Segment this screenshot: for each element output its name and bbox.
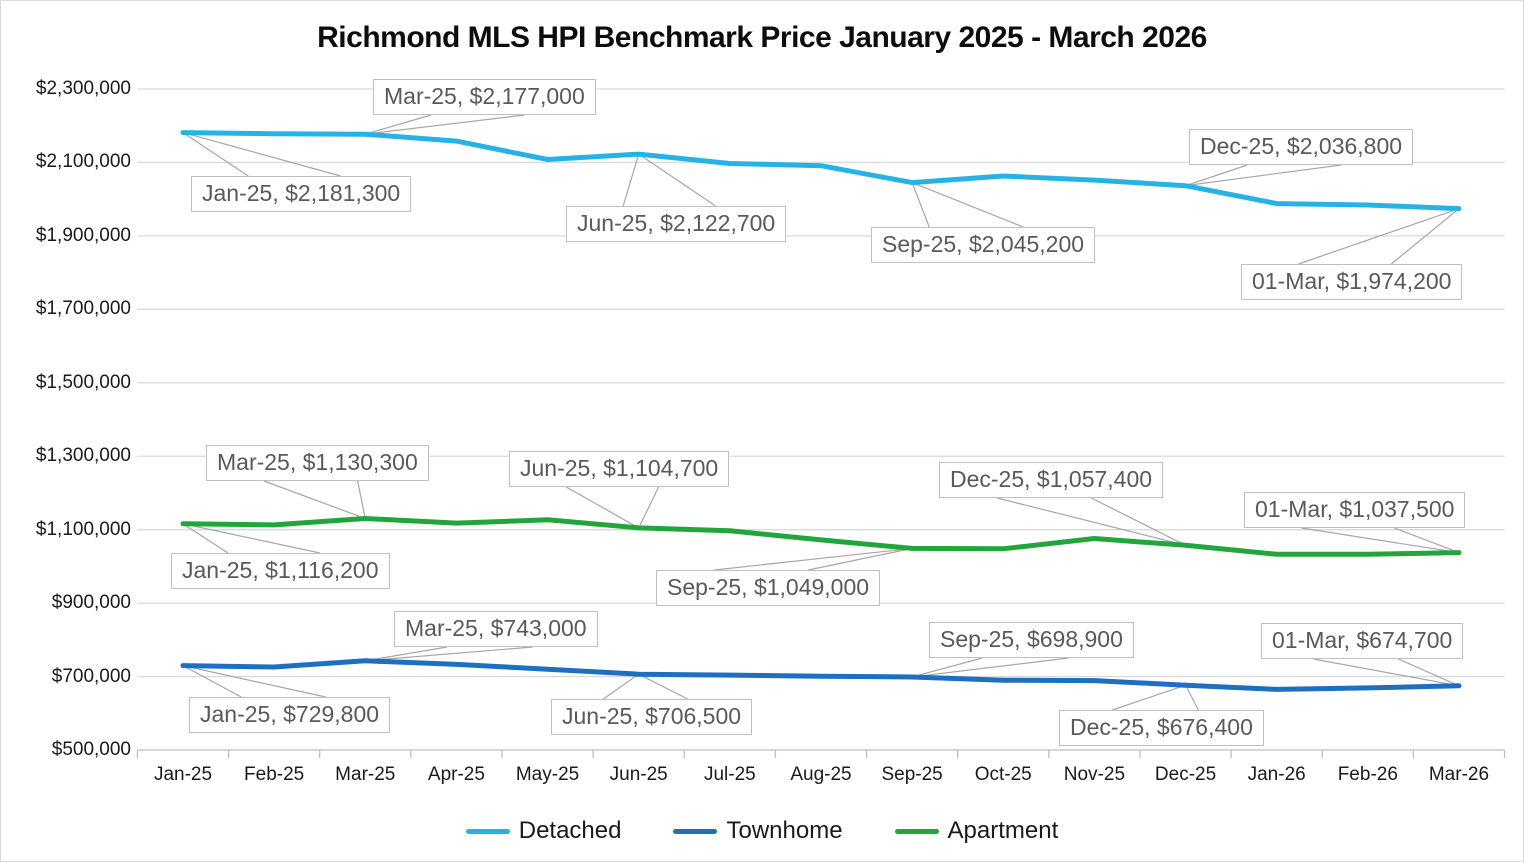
x-tick-label: Feb-26 — [1337, 764, 1398, 785]
x-tick-label: Apr-25 — [427, 764, 485, 785]
callout-leader — [263, 480, 366, 520]
callout-detached-0: Jan-25, $2,181,300 — [191, 176, 412, 212]
x-tick-label: Jun-25 — [609, 764, 668, 785]
callout-apartment-5: Jun-25, $1,104,700 — [509, 451, 730, 487]
callout-detached-11: Dec-25, $2,036,800 — [1189, 129, 1414, 165]
callout-leader — [1301, 527, 1460, 554]
x-tick-label: Dec-25 — [1154, 764, 1217, 785]
x-tick-label: Sep-25 — [881, 764, 943, 785]
legend: Detached Townhome Apartment — [1, 817, 1523, 845]
legend-label: Detached — [518, 817, 622, 844]
legend-swatch-detached — [465, 828, 510, 834]
x-tick-label: Jul-25 — [703, 764, 756, 785]
series-line-townhome — [180, 658, 1462, 692]
x-tick-label: Feb-25 — [244, 764, 305, 785]
series-line-detached — [180, 130, 1462, 212]
callout-townhome-8: Sep-25, $698,900 — [929, 622, 1134, 658]
callout-leader — [602, 673, 640, 700]
legend-item-townhome: Townhome — [673, 817, 843, 845]
callout-leader — [911, 182, 1024, 228]
y-tick-label: $900,000 — [51, 592, 131, 614]
chart-title: Richmond MLS HPI Benchmark Price January… — [317, 21, 1207, 54]
callout-detached-2: Mar-25, $2,177,000 — [373, 79, 596, 115]
y-tick-label: $2,300,000 — [35, 78, 131, 99]
callout-leader — [365, 646, 448, 662]
callout-detached-14: 01-Mar, $1,974,200 — [1241, 264, 1463, 300]
callout-leader — [182, 132, 341, 177]
callout-leader — [182, 523, 321, 554]
callout-apartment-8: Sep-25, $1,049,000 — [656, 570, 881, 606]
x-tick-label: Mar-25 — [335, 764, 396, 785]
callout-leader — [182, 665, 326, 698]
callout-leader — [1394, 527, 1460, 554]
y-tick-label: $1,300,000 — [35, 445, 131, 467]
callout-leader — [714, 547, 913, 571]
callout-apartment-2: Mar-25, $1,130,300 — [206, 445, 429, 481]
callout-leader — [1390, 208, 1460, 265]
callout-leader — [997, 497, 1186, 546]
callout-townhome-0: Jan-25, $729,800 — [189, 697, 391, 733]
callout-leader — [911, 657, 983, 678]
x-tick-label: Aug-25 — [790, 764, 852, 785]
callout-leader — [1185, 684, 1199, 711]
callout-townhome-11: Dec-25, $676,400 — [1059, 710, 1264, 746]
callout-leader — [182, 665, 242, 698]
callout-leader — [912, 657, 1069, 678]
callout-leader — [1091, 497, 1186, 546]
legend-item-detached: Detached — [465, 817, 622, 845]
legend-swatch-apartment — [894, 828, 939, 834]
leader-lines-group — [182, 114, 1460, 711]
callout-leader — [565, 486, 639, 529]
x-tick-label: Nov-25 — [1063, 764, 1126, 785]
callout-leader — [622, 153, 640, 207]
callout-leader — [1185, 164, 1248, 187]
legend-label: Apartment — [947, 817, 1059, 844]
callout-apartment-14: 01-Mar, $1,037,500 — [1244, 492, 1466, 528]
x-tick-label: May-25 — [515, 764, 580, 785]
legend-item-apartment: Apartment — [894, 817, 1059, 845]
x-tick-label: Oct-25 — [974, 764, 1032, 785]
callout-leader — [1185, 164, 1342, 187]
series-line-apartment — [180, 516, 1462, 557]
callout-leader — [911, 182, 930, 228]
callout-leader — [638, 486, 660, 529]
callout-townhome-14: 01-Mar, $674,700 — [1261, 623, 1464, 659]
callout-leader — [638, 673, 688, 700]
x-tick-label: Mar-26 — [1428, 764, 1490, 785]
callout-leader — [182, 132, 249, 177]
callout-leader — [1112, 684, 1186, 711]
callout-leader — [808, 547, 913, 571]
callout-leader — [1313, 658, 1460, 687]
callout-leader — [365, 114, 525, 135]
legend-label: Townhome — [726, 817, 843, 844]
y-tick-label: $2,100,000 — [35, 151, 131, 173]
callout-townhome-2: Mar-25, $743,000 — [394, 611, 598, 647]
callout-leader — [1398, 658, 1460, 687]
y-tick-label: $500,000 — [51, 739, 131, 760]
callout-apartment-0: Jan-25, $1,116,200 — [171, 553, 390, 589]
callout-leader — [638, 153, 716, 207]
series-lines-group — [180, 130, 1462, 692]
y-tick-label: $1,500,000 — [35, 371, 131, 393]
callout-detached-8: Sep-25, $2,045,200 — [871, 227, 1096, 263]
x-tick-label: Jan-25 — [153, 764, 213, 785]
callout-leader — [365, 646, 533, 662]
callout-leader — [182, 523, 229, 554]
callout-leader — [1298, 208, 1460, 265]
callout-leader — [365, 114, 432, 135]
gridlines-group — [136, 88, 1506, 758]
x-tick-label: Jan-26 — [1247, 764, 1306, 785]
y-tick-label: $700,000 — [51, 665, 131, 687]
y-tick-label: $1,700,000 — [35, 298, 131, 320]
callout-detached-5: Jun-25, $2,122,700 — [566, 206, 787, 242]
y-tick-label: $1,100,000 — [35, 518, 131, 540]
callout-townhome-5: Jun-25, $706,500 — [551, 699, 753, 735]
y-tick-label: $1,900,000 — [35, 224, 131, 246]
callout-apartment-11: Dec-25, $1,057,400 — [939, 462, 1164, 498]
callout-leader — [357, 480, 366, 519]
legend-swatch-townhome — [673, 828, 718, 834]
